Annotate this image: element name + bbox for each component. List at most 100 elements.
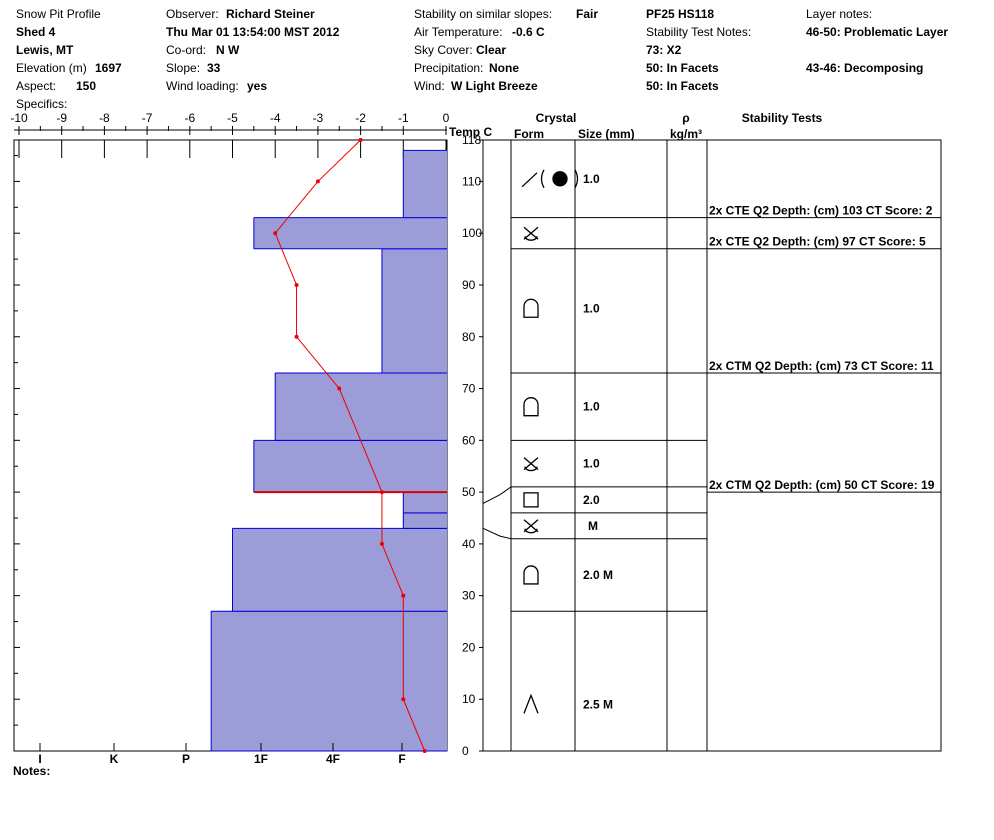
coord-label: Co-ord: <box>166 43 207 57</box>
crystal-size-value: 1.0 <box>583 400 600 414</box>
crystal-size-value: 2.0 <box>583 493 600 507</box>
crystal-size-value: 2.5 M <box>583 697 613 711</box>
crystal-size-value: 1.0 <box>583 172 600 186</box>
observation-datetime: Thu Mar 01 13:54:00 MST 2012 <box>166 25 340 39</box>
temp-axis-tick-label: -6 <box>184 111 195 125</box>
stability-tests-header: Stability Tests <box>742 111 823 125</box>
height-axis-label: 20 <box>462 640 476 654</box>
coord-value: N W <box>216 43 240 57</box>
elevation-value: 1697 <box>95 61 122 75</box>
temp-axis-tick-label: -10 <box>10 111 28 125</box>
height-axis-label: 30 <box>462 589 476 603</box>
crystal-size-value: 1.0 <box>583 457 600 471</box>
sky-value: Clear <box>476 43 507 57</box>
height-axis-label: 40 <box>462 537 476 551</box>
density-unit-header: kg/m³ <box>670 127 702 141</box>
page-title: Snow Pit Profile <box>16 7 101 21</box>
temperature-point <box>401 593 406 598</box>
notes-label: Notes: <box>13 764 50 778</box>
layer-notes-label: Layer notes: <box>806 7 873 21</box>
stability-note: 50: In Facets <box>646 61 719 75</box>
crystal-size-value: M <box>588 519 598 533</box>
size-column-header: Size (mm) <box>578 127 635 141</box>
depth-hoar-icon <box>523 565 539 585</box>
hardness-layer-bar <box>403 512 447 529</box>
form-column-header: Form <box>514 127 544 141</box>
height-axis-label: 100 <box>462 226 482 240</box>
air-temp-value: -0.6 C <box>512 25 545 39</box>
hardness-axis-label: 4F <box>326 752 340 766</box>
temp-column-header: Temp C <box>449 125 492 139</box>
temperature-point <box>379 490 384 495</box>
height-axis-label: 50 <box>462 485 476 499</box>
stability-test-result: 2x CTM Q2 Depth: (cm) 73 CT Score: 11 <box>709 359 934 373</box>
crystal-size-value: 1.0 <box>583 301 600 315</box>
aspect-value: 150 <box>76 79 97 93</box>
boundary-connector <box>482 527 512 540</box>
decomp-facets-icon <box>523 519 539 534</box>
hardness-layer-bar <box>403 492 447 513</box>
height-axis-label: 118 <box>462 133 481 147</box>
specifics-label: Specifics: <box>16 97 68 111</box>
decomp-facets-icon <box>523 226 539 241</box>
hardness-axis-label: K <box>110 752 119 766</box>
hardness-layer-bar <box>381 248 447 374</box>
stability-test-result: 2x CTM Q2 Depth: (cm) 50 CT Score: 19 <box>709 478 935 492</box>
table-frame <box>482 139 942 752</box>
temperature-point <box>315 179 320 184</box>
boundary-connector <box>482 486 512 504</box>
slope-label: Slope: <box>166 61 201 75</box>
graupel-icon <box>521 169 579 189</box>
height-axis-label: 60 <box>462 433 476 447</box>
height-axis-label: 0 <box>462 744 469 758</box>
stability-note: 50: In Facets <box>646 79 719 93</box>
temperature-point <box>294 282 299 287</box>
height-axis-label: 80 <box>462 330 476 344</box>
temperature-point <box>401 697 406 702</box>
hardness-axis-label: I <box>38 752 41 766</box>
temperature-point <box>379 541 384 546</box>
height-axis-label: 110 <box>462 174 481 188</box>
wind-label: Wind: <box>414 79 445 93</box>
temperature-point <box>422 749 427 753</box>
layer-note: 46-50: Problematic Layer <box>806 25 949 39</box>
region: Lewis, MT <box>16 43 74 57</box>
wind-loading-label: Wind loading: <box>166 79 239 93</box>
temp-axis-tick-label: -7 <box>142 111 153 125</box>
stability-value: Fair <box>576 7 599 21</box>
hardness-axis-label: F <box>398 752 405 766</box>
stability-note: 73: X2 <box>646 43 682 57</box>
precip-label: Precipitation: <box>414 61 484 75</box>
hardness-axis-label: P <box>182 752 190 766</box>
hardness-layer-bar <box>253 440 447 493</box>
aspect-label: Aspect: <box>16 79 57 93</box>
hardness-layer-bar <box>232 528 447 612</box>
stability-notes-label: Stability Test Notes: <box>646 25 752 39</box>
depth-hoar-icon <box>523 397 539 417</box>
temp-axis-tick-label: -8 <box>99 111 110 125</box>
location: Shed 4 <box>16 25 56 39</box>
hardness-layer-bar <box>211 611 447 751</box>
stability-label: Stability on similar slopes: <box>414 7 553 21</box>
decomp-facets-icon <box>523 457 539 472</box>
temp-axis-tick-label: -2 <box>355 111 366 125</box>
temp-axis-tick-label: -3 <box>313 111 324 125</box>
elevation-label: Elevation (m) <box>16 61 87 75</box>
temp-axis-tick-label: 0 <box>443 111 450 125</box>
height-axis-label: 90 <box>462 278 476 292</box>
temp-axis-tick-label: -1 <box>398 111 409 125</box>
temperature-point <box>273 231 278 236</box>
density-column-header: ρ <box>682 111 689 125</box>
crystal-column-header: Crystal <box>536 111 577 125</box>
observer-value: Richard Steiner <box>226 7 315 21</box>
temp-axis-tick-label: -9 <box>56 111 67 125</box>
height-axis-label: 70 <box>462 382 476 396</box>
air-temp-label: Air Temperature: <box>414 25 503 39</box>
height-axis-label: 10 <box>462 692 476 706</box>
pit-id: PF25 HS118 <box>646 7 715 21</box>
facets-icon <box>523 492 539 508</box>
crystal-size-value: 2.0 M <box>583 568 613 582</box>
observer-label: Observer: <box>166 7 219 21</box>
temp-axis-tick-label: -5 <box>227 111 238 125</box>
